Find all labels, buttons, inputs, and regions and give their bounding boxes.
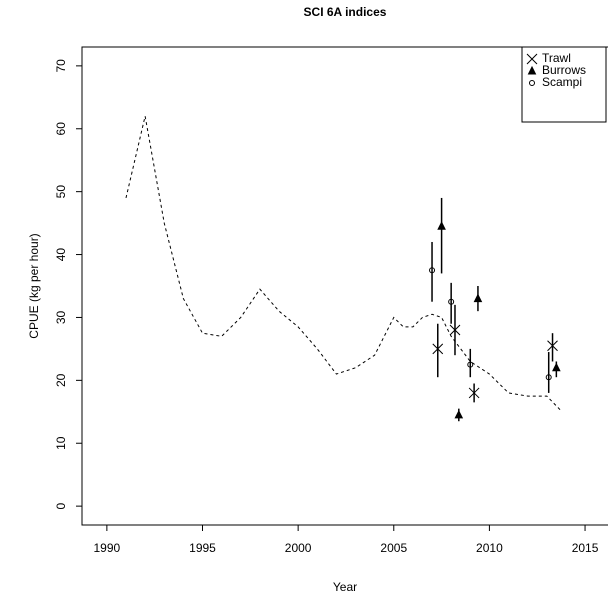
marker-circle — [467, 361, 474, 368]
marker-triangle — [437, 221, 446, 230]
legend-marker — [526, 53, 538, 65]
legend-label: Burrows — [542, 63, 586, 77]
marker-cross — [547, 340, 558, 352]
x-tick-label: 2005 — [380, 541, 407, 555]
marker-triangle — [454, 409, 464, 419]
y-axis-label: CPUE (kg per hour) — [27, 233, 41, 338]
plot-frame — [81, 46, 608, 526]
y-tick-label: 50 — [54, 185, 68, 199]
legend-label: Trawl — [542, 51, 571, 65]
legend-box — [521, 46, 607, 123]
marker-cross — [468, 387, 480, 399]
y-tick-label: 0 — [54, 502, 68, 509]
legend-marker — [529, 80, 535, 86]
marker-circle — [545, 374, 552, 381]
y-tick-label: 60 — [54, 122, 68, 136]
x-tick-label: 2010 — [476, 541, 503, 555]
marker-triangle — [552, 362, 561, 372]
y-tick-label: 20 — [54, 373, 68, 387]
y-tick-label: 70 — [54, 59, 68, 73]
marker-triangle — [473, 293, 483, 303]
y-tick-label: 10 — [54, 436, 68, 450]
x-tick-label: 2015 — [572, 541, 599, 555]
marker-cross — [449, 324, 461, 336]
marker-cross — [432, 343, 444, 355]
legend-label: Scampi — [542, 75, 582, 89]
trend-line — [125, 116, 563, 413]
x-tick-label: 1990 — [94, 541, 121, 555]
x-axis-label: Year — [333, 580, 357, 594]
x-tick-label: 1995 — [189, 541, 216, 555]
marker-circle — [448, 298, 455, 305]
legend-marker — [527, 65, 537, 75]
chart-title: SCI 6A indices — [304, 5, 387, 19]
x-tick-label: 2000 — [285, 541, 312, 555]
y-tick-label: 40 — [54, 248, 68, 262]
marker-circle — [429, 267, 436, 274]
y-tick-label: 30 — [54, 310, 68, 324]
